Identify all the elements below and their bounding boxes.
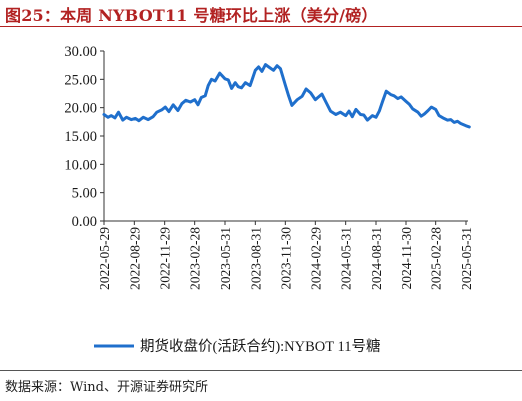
y-tick-label: 25.00	[64, 72, 97, 88]
x-tick-label: 2023-05-31	[218, 227, 233, 290]
y-tick-label: 5.00	[72, 186, 97, 202]
x-tick-label: 2024-11-30	[399, 227, 414, 290]
y-tick-label: 20.00	[64, 101, 97, 117]
bottom-rule	[0, 370, 522, 371]
x-tick-label: 2025-05-31	[459, 227, 474, 290]
legend: 期货收盘价(活跃合约):NYBOT 11号糖	[94, 337, 380, 355]
y-tick-label: 30.00	[64, 44, 97, 60]
line-chart: 0.00 5.00 10.00 15.00 20.00 25.00 30.00 2022-0…	[64, 44, 474, 355]
series-line	[102, 63, 471, 129]
x-tick-label: 2024-02-29	[308, 227, 323, 290]
series-layer	[102, 63, 471, 129]
x-tick-label: 2023-08-31	[248, 227, 263, 290]
x-tick-label: 2025-02-28	[429, 227, 444, 290]
x-tick-label: 2024-08-31	[369, 227, 384, 290]
x-axis: 2022-05-29 2022-08-29 2022-11-29 2023-02-28…	[97, 220, 474, 290]
y-tick-label: 15.00	[64, 129, 97, 145]
title-rule	[0, 26, 522, 27]
x-tick-label: 2024-05-31	[339, 227, 354, 290]
figure-title: 图25：本周 NYBOT11 号糖环比上涨（美分/磅）	[5, 6, 378, 25]
x-tick-label: 2022-11-29	[158, 227, 173, 290]
y-tick-label: 0.00	[72, 214, 97, 230]
legend-label: 期货收盘价(活跃合约):NYBOT 11号糖	[140, 337, 380, 355]
x-tick-label: 2023-11-30	[278, 227, 293, 290]
x-tick-label: 2023-02-28	[188, 227, 203, 290]
y-axis: 0.00 5.00 10.00 15.00 20.00 25.00 30.00	[64, 44, 105, 230]
x-tick-label: 2022-08-29	[127, 227, 142, 290]
y-tick-label: 10.00	[64, 157, 97, 173]
source-note: 数据来源：Wind、开源证券研究所	[5, 380, 208, 395]
x-tick-label: 2022-05-29	[97, 227, 112, 290]
